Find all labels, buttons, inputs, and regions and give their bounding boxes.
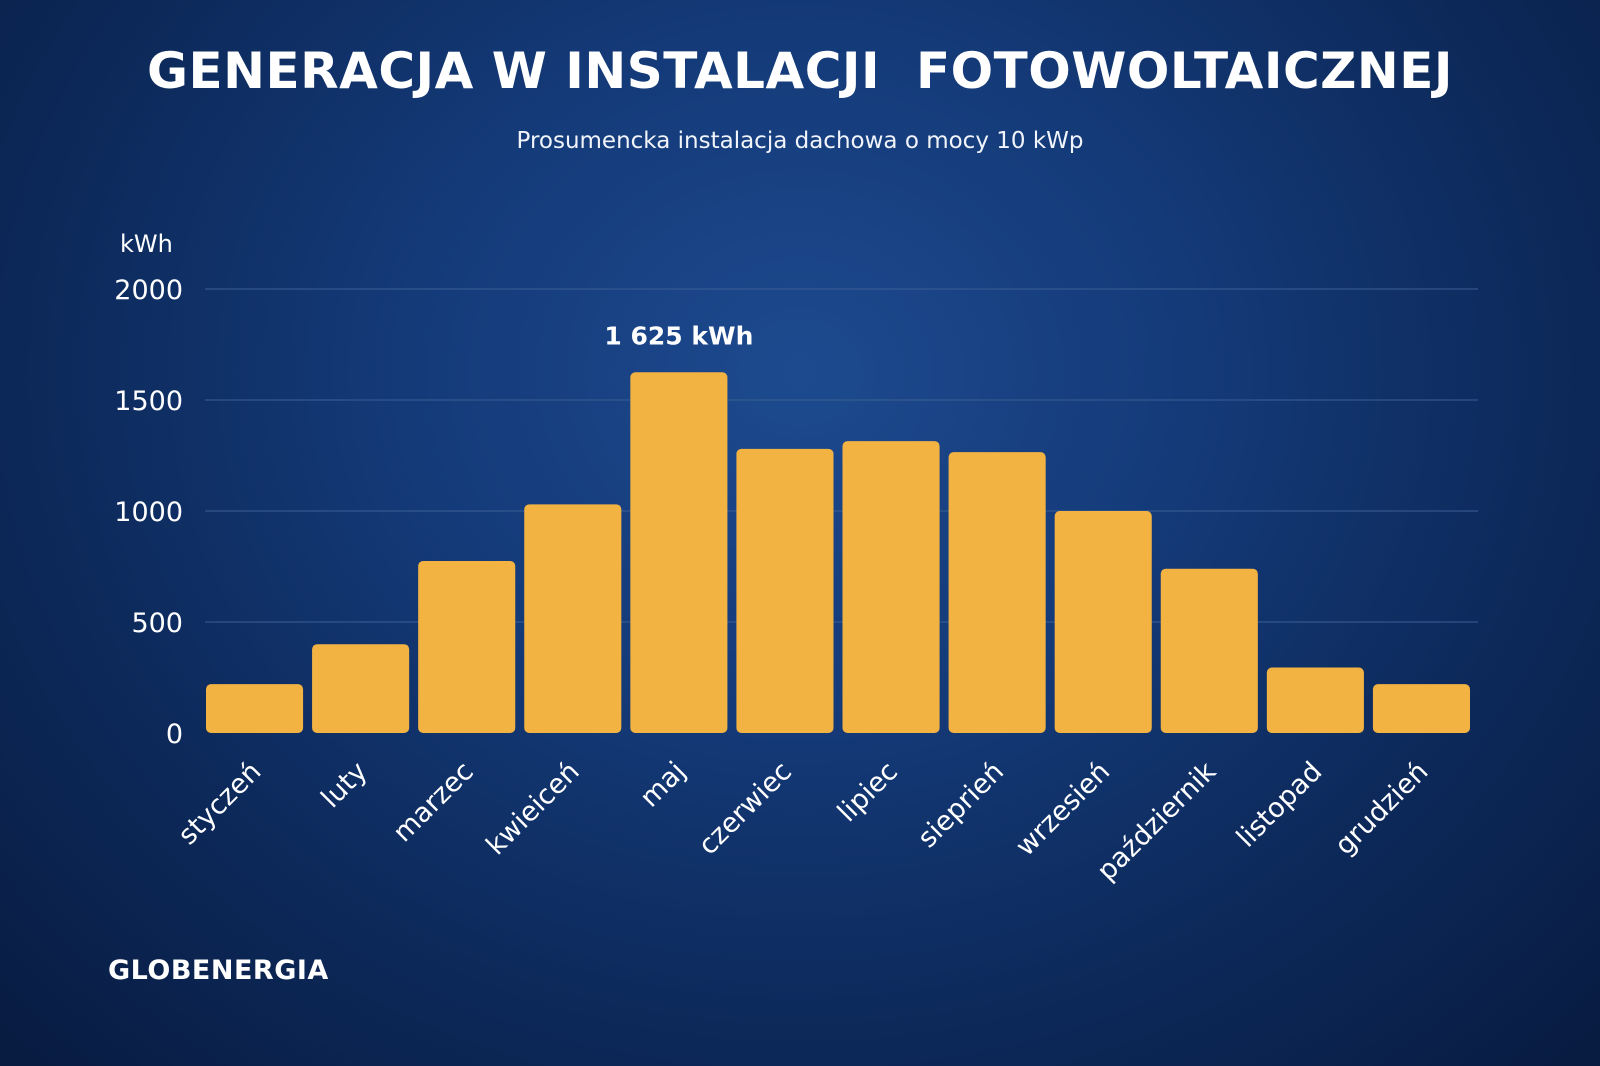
x-tick-label: styczeń — [172, 756, 267, 851]
y-tick-label: 2000 — [114, 275, 183, 306]
bar-9 — [1160, 568, 1258, 733]
globenergia-logo: GLOBENERGIA — [108, 955, 329, 986]
bar-7 — [948, 452, 1046, 733]
chart-title: GENERACJA W INSTALACJI FOTOWOLTAICZNEJ — [146, 42, 1454, 100]
bar-4 — [630, 372, 728, 733]
bar-5 — [736, 448, 834, 733]
y-tick-label: 1500 — [114, 386, 183, 417]
x-tick-label: kwieiceń — [480, 756, 585, 861]
y-axis-label: kWh — [120, 230, 173, 258]
x-tick-label: wrzesień — [1010, 756, 1116, 862]
bar-0 — [206, 684, 304, 733]
bar-1 — [312, 644, 410, 733]
x-tick-label: marzec — [387, 756, 479, 848]
bar-8 — [1054, 511, 1152, 733]
x-tick-label: lipiec — [832, 756, 904, 828]
y-tick-label: 1000 — [114, 497, 183, 528]
x-tick-label: czerwiec — [693, 756, 798, 861]
x-tick-label: sieprień — [912, 756, 1010, 854]
x-tick-label: listopad — [1231, 756, 1329, 854]
data-label: 1 625 kWh — [604, 321, 753, 350]
y-tick-label: 0 — [166, 719, 183, 750]
chart-subtitle: Prosumencka instalacja dachowa o mocy 10… — [516, 128, 1084, 154]
x-tick-label: grudzień — [1329, 756, 1434, 861]
bar-11 — [1372, 684, 1470, 733]
bar-2 — [418, 560, 516, 733]
x-tick-label: luty — [315, 756, 373, 814]
y-tick-label: 500 — [131, 608, 183, 639]
bar-10 — [1266, 667, 1364, 733]
x-tick-label: maj — [634, 756, 692, 814]
bar-3 — [524, 504, 622, 733]
bar-6 — [842, 441, 940, 733]
